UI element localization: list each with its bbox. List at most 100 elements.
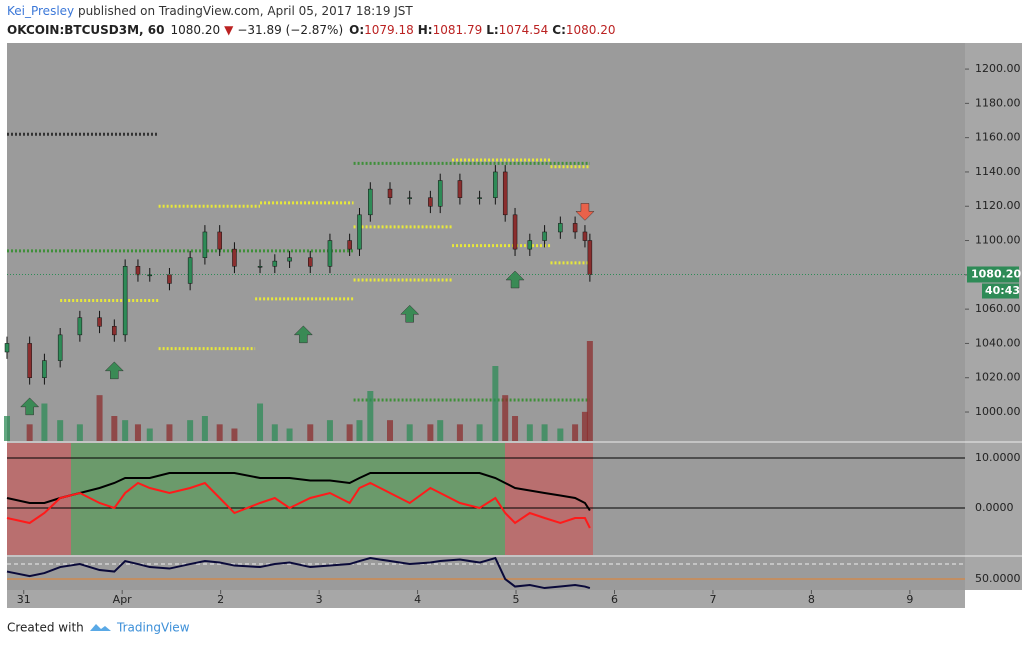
signal-arrow-up bbox=[293, 325, 313, 344]
c-label: C: bbox=[552, 23, 566, 37]
candle-body bbox=[257, 266, 263, 268]
volume-bar bbox=[572, 424, 579, 441]
candle-body bbox=[457, 180, 463, 198]
candle-body bbox=[437, 180, 443, 207]
candle-body bbox=[232, 248, 237, 267]
candle-body bbox=[502, 171, 508, 216]
candle-body bbox=[112, 326, 117, 336]
y-tick-label: 1140.00 bbox=[975, 165, 1021, 178]
volume-bar bbox=[166, 424, 173, 441]
candle-body bbox=[187, 257, 193, 284]
y-tick-label: 0.0000 bbox=[975, 501, 1014, 514]
x-tick-label: 6 bbox=[611, 593, 618, 606]
candle-body bbox=[572, 223, 578, 233]
candle-body bbox=[527, 240, 533, 250]
candle-body bbox=[582, 231, 588, 241]
volume-bar bbox=[512, 416, 519, 441]
volume-bar bbox=[146, 428, 153, 441]
low: 1074.54 bbox=[499, 23, 549, 37]
candle-body bbox=[407, 197, 412, 199]
indicator-line bbox=[6, 472, 591, 512]
countdown-tag bbox=[982, 283, 1019, 299]
candle-body bbox=[387, 188, 393, 198]
volume-bar bbox=[581, 411, 588, 441]
volume-bar bbox=[326, 420, 333, 441]
candle-body bbox=[57, 334, 63, 361]
brand[interactable]: TradingView bbox=[116, 621, 190, 635]
last-price: 1080.20 bbox=[171, 23, 221, 37]
author[interactable]: Kei_Presley bbox=[7, 4, 74, 18]
volume-bar bbox=[41, 403, 48, 441]
volume-bar bbox=[122, 420, 129, 441]
indicator-line bbox=[6, 556, 591, 590]
candle-body bbox=[77, 317, 83, 336]
x-tick-label: Apr bbox=[113, 593, 133, 606]
x-tick-label: 2 bbox=[217, 593, 224, 606]
volume-bar bbox=[526, 424, 533, 441]
candle-body bbox=[428, 197, 433, 207]
y-tick-label: 1100.00 bbox=[975, 234, 1021, 247]
symbol-line: OKCOIN:BTCUSD3M, 60 1080.20 ▼ −31.89 (−2.87… bbox=[7, 23, 616, 37]
y-tick-label: 1040.00 bbox=[975, 336, 1021, 349]
volume-bar bbox=[387, 420, 394, 441]
candle-body bbox=[493, 171, 498, 198]
volume-bar bbox=[26, 424, 33, 441]
volume-bar bbox=[427, 424, 434, 441]
candle-body bbox=[587, 240, 593, 275]
volume-bar bbox=[557, 428, 564, 441]
candle-body bbox=[327, 240, 333, 267]
candle-body bbox=[272, 260, 278, 267]
change: −31.89 (−2.87%) bbox=[237, 23, 343, 37]
volume-bar bbox=[271, 424, 278, 441]
y-tick-label: 10.0000 bbox=[975, 451, 1021, 464]
volume-bar bbox=[476, 424, 483, 441]
volume-bar bbox=[257, 403, 264, 441]
x-tick-label: 3 bbox=[316, 593, 323, 606]
y-tick-label: 1200.00 bbox=[975, 62, 1021, 75]
candle-body bbox=[558, 223, 563, 233]
volume-bar bbox=[111, 416, 118, 441]
x-tick-label: 4 bbox=[414, 593, 421, 606]
volume-bar bbox=[57, 420, 64, 441]
tv-logo bbox=[90, 624, 111, 631]
countdown-label: 40:43 bbox=[985, 284, 1020, 297]
candle-body bbox=[287, 257, 292, 262]
y-tick-label: 1060.00 bbox=[975, 302, 1021, 315]
x-tick-label: 31 bbox=[17, 593, 31, 606]
published: published on TradingView.com, April 05, … bbox=[74, 4, 413, 18]
x-tick-label: 8 bbox=[808, 593, 815, 606]
volume-bar bbox=[286, 428, 293, 441]
volume-bar bbox=[96, 395, 103, 441]
candle-body bbox=[368, 188, 373, 216]
signal-arrow-up bbox=[505, 270, 525, 289]
volume-bar bbox=[216, 424, 223, 441]
y-tick-label: 1180.00 bbox=[975, 96, 1021, 109]
y-tick-label: 1160.00 bbox=[975, 131, 1021, 144]
volume-bar bbox=[134, 424, 141, 441]
time-axis bbox=[7, 590, 965, 608]
candle-body bbox=[167, 274, 172, 284]
candle-body bbox=[542, 231, 547, 241]
price-tag-label: 1080.20 bbox=[971, 267, 1021, 280]
candle-body bbox=[357, 214, 362, 250]
volume-bar bbox=[307, 424, 314, 441]
l-label: L: bbox=[486, 23, 498, 37]
h-label: H: bbox=[418, 23, 433, 37]
o-label: O: bbox=[349, 23, 364, 37]
bear-zone bbox=[7, 443, 71, 555]
volume-bar bbox=[586, 341, 593, 441]
signal-arrow-up bbox=[400, 304, 420, 323]
volume-bar bbox=[492, 366, 499, 441]
x-tick-label: 5 bbox=[513, 593, 520, 606]
y-tick-label: 1120.00 bbox=[975, 199, 1021, 212]
volume-bar bbox=[187, 420, 194, 441]
x-tick-label: 9 bbox=[906, 593, 913, 606]
volume-bar bbox=[502, 395, 509, 441]
candle-body bbox=[27, 343, 32, 378]
bear-zone bbox=[505, 443, 593, 555]
symbol: OKCOIN:BTCUSD3M, 60 bbox=[7, 23, 165, 37]
high: 1081.79 bbox=[433, 23, 483, 37]
candle-body bbox=[97, 317, 102, 327]
